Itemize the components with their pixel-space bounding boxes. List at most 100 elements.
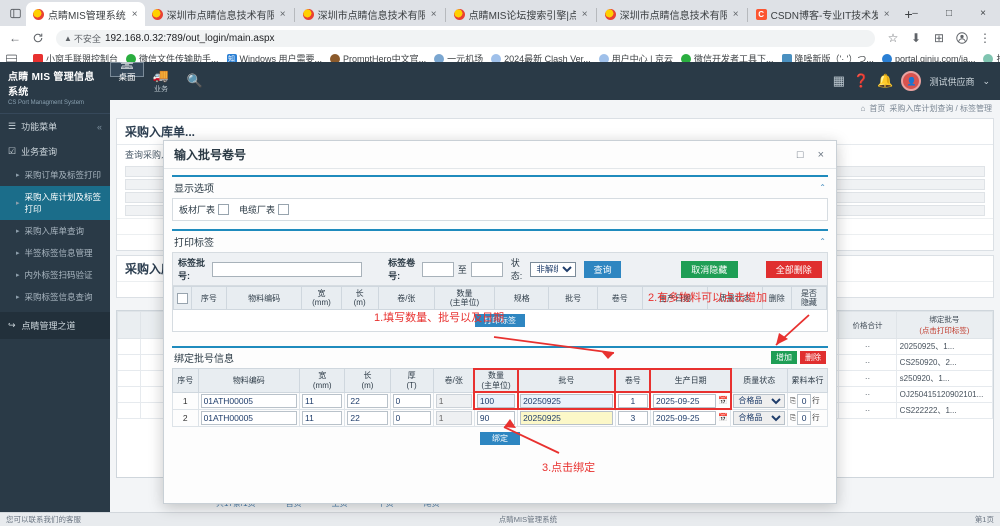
bookmark-item-0[interactable]: 小窗手联盟控制台 — [33, 52, 118, 65]
cell-length[interactable] — [344, 408, 391, 427]
sidebar-item-management-way[interactable]: ↪ 点睛管理之道 — [0, 312, 110, 339]
cell-quality[interactable]: 合格品 — [730, 391, 789, 410]
material-input[interactable] — [200, 393, 298, 408]
bookmark-item-1[interactable]: 微信文件传输助手... — [126, 52, 219, 65]
batch-no-input[interactable] — [211, 261, 363, 277]
collapse-icon[interactable]: ⌃ — [819, 237, 826, 246]
collapse-icon[interactable]: ⌃ — [819, 183, 826, 192]
cell-sel[interactable] — [116, 402, 142, 419]
reel-no-input[interactable] — [617, 410, 648, 425]
quality-select[interactable]: 合格品 — [733, 410, 786, 425]
bookmark-item-7[interactable]: 微信开发者工具下... — [680, 52, 774, 65]
close-icon[interactable]: × — [279, 8, 286, 20]
browser-tab-2[interactable]: 深圳市点睛信息技术有限公司点睛 × — [296, 2, 444, 26]
prod-date-input[interactable] — [652, 410, 717, 425]
sidebar-item-inbound-plan-labels[interactable]: ▸ 采购入库计划及标签打印 — [0, 186, 110, 220]
delete-row-button[interactable]: 删除 — [800, 351, 826, 365]
cell-reel-no[interactable] — [614, 408, 651, 427]
width-input[interactable] — [302, 410, 343, 425]
bookmark-item-4[interactable]: 一元机场 — [434, 52, 483, 65]
downloads-icon[interactable]: ⬇ — [910, 31, 922, 45]
cell-quality[interactable]: 合格品 — [730, 408, 789, 427]
question-icon[interactable]: ❓ — [853, 73, 870, 88]
window-close-button[interactable]: × — [980, 7, 986, 19]
browser-tab-5[interactable]: C CSDN博客-专业IT技术发表平台 × — [749, 2, 897, 26]
cell-thickness[interactable] — [389, 408, 434, 427]
delete-all-button[interactable]: 全部删除 — [765, 260, 822, 278]
copy-rows-input[interactable] — [797, 393, 812, 408]
qty-input[interactable] — [476, 410, 516, 425]
checkbox-board-factory[interactable]: 板材厂表 — [179, 203, 230, 216]
close-icon[interactable]: × — [430, 8, 437, 20]
cell-reel-no[interactable] — [614, 391, 652, 411]
minimize-button[interactable]: – — [912, 7, 918, 19]
length-input[interactable] — [347, 410, 388, 425]
cell-qty[interactable] — [473, 408, 519, 427]
cell-batch[interactable] — [516, 391, 617, 411]
tab-search-icon[interactable] — [4, 0, 26, 26]
extensions-icon[interactable]: ⊞ — [933, 31, 945, 45]
reel-no-input[interactable] — [617, 393, 648, 408]
sidebar-item-label-info-manage[interactable]: ▸ 半签标签信息管理 — [0, 242, 110, 264]
copy-rows-input[interactable] — [797, 410, 812, 425]
reel-no-to-input[interactable] — [470, 261, 503, 277]
close-icon[interactable]: × — [131, 8, 138, 20]
copy-icon[interactable]: ⎘ — [790, 412, 797, 422]
avatar[interactable]: 👤 — [901, 71, 922, 91]
query-button[interactable]: 查询 — [584, 260, 622, 278]
address-bar[interactable]: ▲ 不安全 192.168.0.32:789/out_login/main.as… — [56, 29, 875, 47]
length-input[interactable] — [347, 393, 388, 408]
profile-avatar-icon[interactable] — [953, 29, 971, 47]
unhide-button[interactable]: 取消隐藏 — [681, 260, 738, 278]
cell-width[interactable] — [299, 408, 346, 427]
calendar-icon[interactable]: 📅 — [718, 396, 729, 406]
breadcrumb-home-icon[interactable]: ⌂ — [860, 103, 866, 113]
cell-qty[interactable] — [473, 391, 519, 411]
cell-prod-date[interactable]: 📅 — [649, 391, 732, 411]
browser-tab-0[interactable]: 点睛MIS管理系统 × — [26, 2, 145, 26]
collapse-icon[interactable]: « — [96, 121, 102, 132]
sidebar-item-inbound-query[interactable]: ▸ 采购入库单查询 — [0, 220, 110, 242]
cell-sel[interactable] — [116, 386, 142, 403]
cell-material[interactable] — [197, 408, 301, 427]
cell-length[interactable] — [344, 391, 391, 410]
thickness-input[interactable] — [392, 393, 431, 408]
sidebar-item-purchase-order-labels[interactable]: ▸ 采购订单及标签打印 — [0, 164, 110, 186]
cell-thickness[interactable] — [389, 391, 434, 410]
close-icon[interactable]: × — [581, 8, 588, 20]
batch-input[interactable] — [520, 410, 613, 425]
width-input[interactable] — [302, 393, 343, 408]
bind-submit-button[interactable]: 绑定 — [480, 431, 520, 445]
cell-material[interactable] — [197, 391, 301, 410]
topnav-item-business[interactable]: 🚚 业务 — [144, 62, 178, 100]
print-label-button[interactable]: 打印标签 — [475, 314, 525, 328]
thickness-input[interactable] — [392, 410, 431, 425]
breadcrumb-home[interactable]: 首页 — [869, 103, 886, 113]
browser-tab-3[interactable]: 点睛MIS论坛搜索引擎|点睛免费 × — [447, 2, 595, 26]
bookmark-item-9[interactable]: portal.qiniu.com/ia... — [881, 53, 975, 64]
cell-sel[interactable] — [116, 370, 142, 387]
select-all-header[interactable] — [173, 285, 192, 311]
cell-sel[interactable] — [116, 354, 142, 371]
close-icon[interactable]: × — [817, 148, 824, 161]
material-input[interactable] — [200, 410, 298, 425]
cell-copy-rows[interactable]: ⎘ 行 — [787, 391, 828, 410]
table-row[interactable]: 1 📅 — [172, 391, 828, 411]
chevron-down-icon[interactable]: ⌄ — [982, 75, 990, 86]
close-icon[interactable]: × — [883, 8, 890, 20]
topnav-item-search[interactable]: 🔍 — [178, 62, 212, 100]
checkbox-input[interactable] — [218, 204, 230, 215]
add-row-button[interactable]: 增加 — [771, 351, 797, 365]
cell-sel[interactable] — [116, 338, 142, 355]
bookmark-item-2[interactable]: 知 Windows 用户需要... — [226, 52, 322, 65]
select-all-checkbox[interactable] — [176, 292, 188, 304]
bookmark-item-3[interactable]: PromptHero中文官... — [330, 52, 426, 65]
checkbox-cable-factory[interactable]: 电缆厂表 — [239, 203, 290, 216]
checkbox-input[interactable] — [278, 204, 290, 215]
browser-tab-1[interactable]: 深圳市点睛信息技术有限公司点睛 × — [145, 2, 293, 26]
back-icon[interactable]: ← — [9, 31, 21, 45]
bookmark-item-6[interactable]: 用户中心 | 京云 — [598, 52, 673, 65]
new-tab-button[interactable]: + — [904, 6, 913, 22]
batch-input[interactable] — [520, 393, 613, 408]
cell-batch[interactable] — [517, 408, 616, 427]
